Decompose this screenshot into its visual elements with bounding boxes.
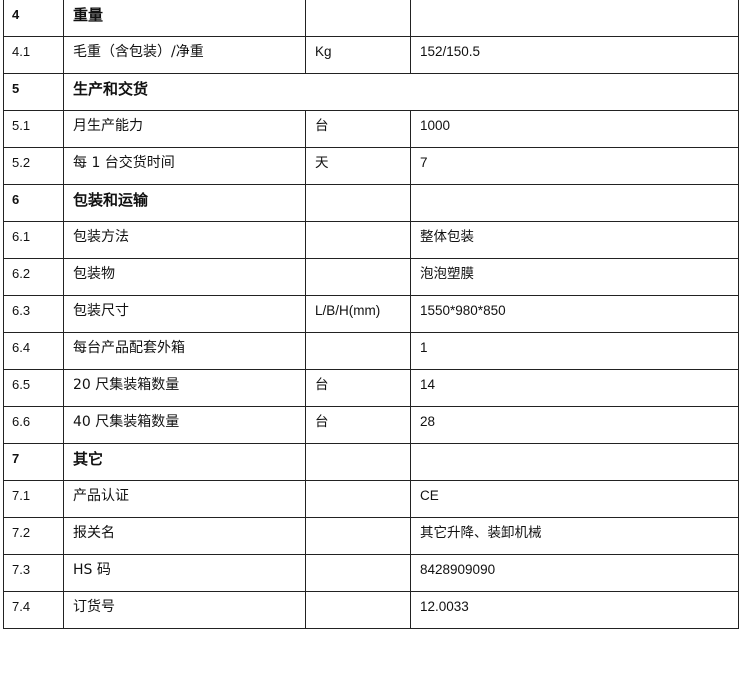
cell-value (410, 443, 739, 481)
cell-unit: Kg (305, 36, 411, 74)
cell-no: 5.1 (3, 110, 64, 148)
table-row: 5.1 月生产能力台 1000 (3, 110, 739, 148)
table-row: 7.4 订货号 12.0033 (3, 591, 739, 629)
cell-no: 7.2 (3, 517, 64, 555)
cell-item: 重量 (63, 0, 306, 37)
section-row: 7 其它 (3, 443, 739, 481)
cell-item: 每 1 台交货时间 (63, 147, 306, 185)
cell-no: 6.2 (3, 258, 64, 296)
cell-no: 6.1 (3, 221, 64, 259)
cell-value: 12.0033 (410, 591, 739, 629)
cell-unit (305, 517, 411, 555)
table-row: 6.6 40 尺集装箱数量台 28 (3, 406, 739, 444)
table-row: 6.5 20 尺集装箱数量台 14 (3, 369, 739, 407)
cell-unit: 天 (305, 147, 411, 185)
table-row: 7.1 产品认证 CE (3, 480, 739, 518)
cell-unit: L/B/H(mm) (305, 295, 411, 333)
cell-value: 1 (410, 332, 739, 370)
cell-item: 月生产能力 (63, 110, 306, 148)
cell-unit (305, 591, 411, 629)
cell-no: 4.1 (3, 36, 64, 74)
cell-value: CE (410, 480, 739, 518)
cell-unit: 台 (305, 110, 411, 148)
cell-value: 1000 (410, 110, 739, 148)
cell-item: 包装和运输 (63, 184, 306, 222)
table-row: 6.2 包装物 泡泡塑膜 (3, 258, 739, 296)
cell-no: 5.2 (3, 147, 64, 185)
table-row: 4.1 毛重（含包装）/净重 Kg 152/150.5 (3, 36, 739, 74)
cell-value: 7 (410, 147, 739, 185)
cell-item: HS 码 (63, 554, 306, 592)
cell-no: 6 (3, 184, 64, 222)
cell-unit: 台 (305, 406, 411, 444)
cell-value: 28 (410, 406, 739, 444)
cell-unit (305, 258, 411, 296)
section-row: 6 包装和运输 (3, 184, 739, 222)
cell-unit (305, 554, 411, 592)
cell-unit: 台 (305, 369, 411, 407)
table-row: 6.4 每台产品配套外箱 1 (3, 332, 739, 370)
cell-unit (305, 0, 411, 37)
cell-value: 1550*980*850 (410, 295, 739, 333)
cell-no: 6.6 (3, 406, 64, 444)
cell-value: 泡泡塑膜 (410, 258, 739, 296)
table-row: 6.3 包装尺寸 L/B/H(mm) 1550*980*850 (3, 295, 739, 333)
cell-value (410, 184, 739, 222)
cell-item: 包装尺寸 (63, 295, 306, 333)
cell-no: 6.5 (3, 369, 64, 407)
cell-no: 7.4 (3, 591, 64, 629)
section-row: 4 重量 (3, 0, 739, 37)
cell-no: 5 (3, 73, 64, 111)
spec-table: 4 重量 4.1 毛重（含包装）/净重 Kg 152/150.5 5 生产和交货 5.1 月生产能… (3, 0, 739, 629)
cell-unit (305, 480, 411, 518)
cell-no: 6.4 (3, 332, 64, 370)
cell-item: 订货号 (63, 591, 306, 629)
cell-item: 40 尺集装箱数量 (63, 406, 306, 444)
cell-no: 7.3 (3, 554, 64, 592)
cell-value (410, 0, 739, 37)
cell-item: 每台产品配套外箱 (63, 332, 306, 370)
cell-no: 7.1 (3, 480, 64, 518)
cell-item: 报关名 (63, 517, 306, 555)
cell-value: 152/150.5 (410, 36, 739, 74)
cell-item: 包装方法 (63, 221, 306, 259)
cell-no: 6.3 (3, 295, 64, 333)
cell-value: 14 (410, 369, 739, 407)
table-row: 7.3 HS 码 8428909090 (3, 554, 739, 592)
table-row: 7.2 报关名 其它升降、装卸机械 (3, 517, 739, 555)
cell-item: 包装物 (63, 258, 306, 296)
cell-no: 7 (3, 443, 64, 481)
table-row: 5.2 每 1 台交货时间天 7 (3, 147, 739, 185)
cell-value: 其它升降、装卸机械 (410, 517, 739, 555)
table-row: 6.1 包装方法 整体包装 (3, 221, 739, 259)
section-row: 5 生产和交货 (3, 73, 739, 111)
cell-unit (305, 443, 411, 481)
cell-item: 生产和交货 (63, 73, 739, 111)
cell-value: 8428909090 (410, 554, 739, 592)
cell-item: 产品认证 (63, 480, 306, 518)
cell-unit (305, 332, 411, 370)
cell-item: 其它 (63, 443, 306, 481)
cell-item: 毛重（含包装）/净重 (63, 36, 306, 74)
cell-no: 4 (3, 0, 64, 37)
cell-item: 20 尺集装箱数量 (63, 369, 306, 407)
cell-unit (305, 221, 411, 259)
cell-value: 整体包装 (410, 221, 739, 259)
cell-unit (305, 184, 411, 222)
